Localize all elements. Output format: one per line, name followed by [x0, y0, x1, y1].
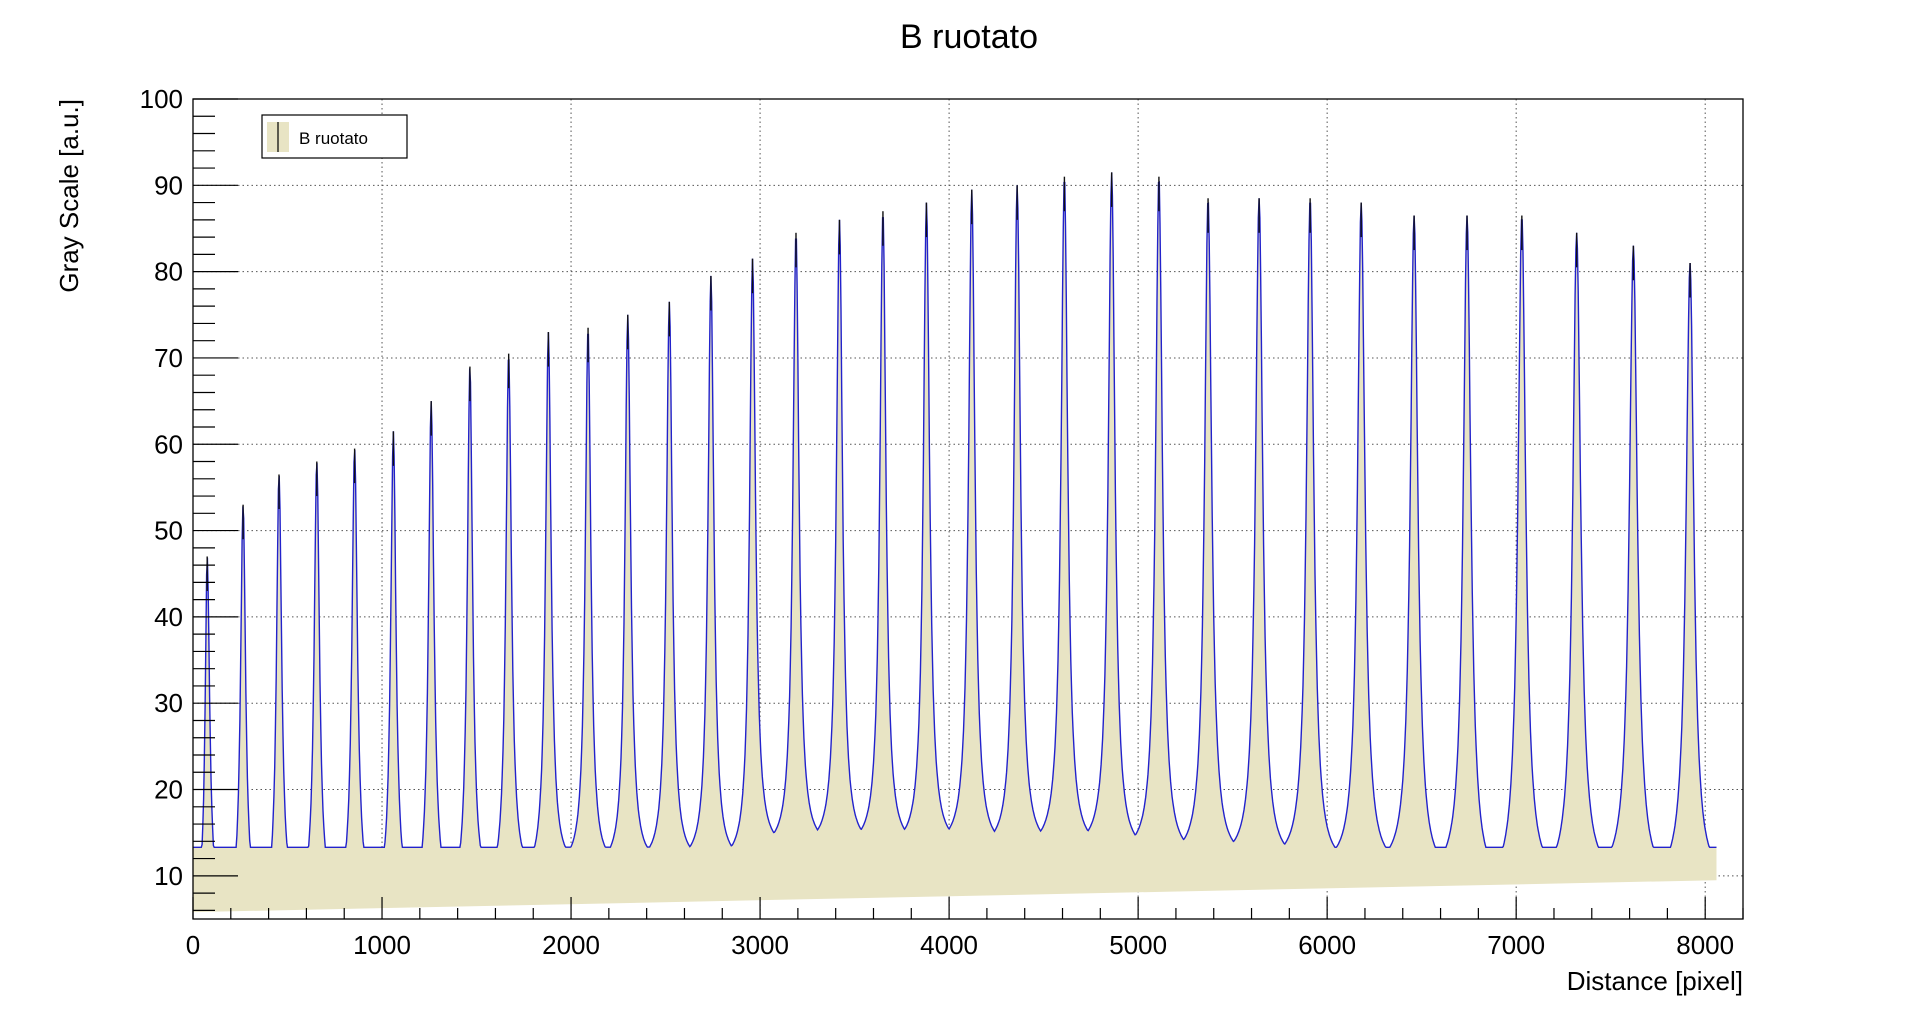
plot-area — [193, 172, 1717, 913]
chart-title: B ruotato — [900, 18, 1038, 56]
series-line — [193, 172, 1717, 848]
y-axis-label: Gray Scale [a.u.] — [54, 99, 84, 293]
x-tick-label: 7000 — [1487, 930, 1545, 960]
y-tick-label: 100 — [140, 84, 183, 114]
x-tick-label: 5000 — [1109, 930, 1167, 960]
x-tick-label: 1000 — [353, 930, 411, 960]
y-tick-label: 80 — [154, 257, 183, 287]
x-axis-label: Distance [pixel] — [1567, 966, 1743, 996]
x-tick-label: 0 — [186, 930, 200, 960]
x-tick-label: 2000 — [542, 930, 600, 960]
x-tick-label: 8000 — [1676, 930, 1734, 960]
y-tick-label: 50 — [154, 516, 183, 546]
series-fill — [193, 172, 1717, 913]
legend: B ruotato — [261, 114, 408, 159]
y-tick-label: 60 — [154, 429, 183, 459]
y-tick-label: 30 — [154, 688, 183, 718]
y-tick-label: 20 — [154, 775, 183, 805]
y-tick-label: 70 — [154, 343, 183, 373]
x-tick-label: 6000 — [1298, 930, 1356, 960]
y-tick-label: 40 — [154, 602, 183, 632]
x-tick-label: 3000 — [731, 930, 789, 960]
y-tick-label: 90 — [154, 170, 183, 200]
y-tick-label: 10 — [154, 861, 183, 891]
x-tick-label: 4000 — [920, 930, 978, 960]
axes: 0 1000 2000 3000 4000 5000 6000 7000 8000 10 20 30 4… — [140, 84, 1744, 960]
legend-entry-label: B ruotato — [299, 129, 368, 148]
plot-frame — [192, 98, 1744, 920]
